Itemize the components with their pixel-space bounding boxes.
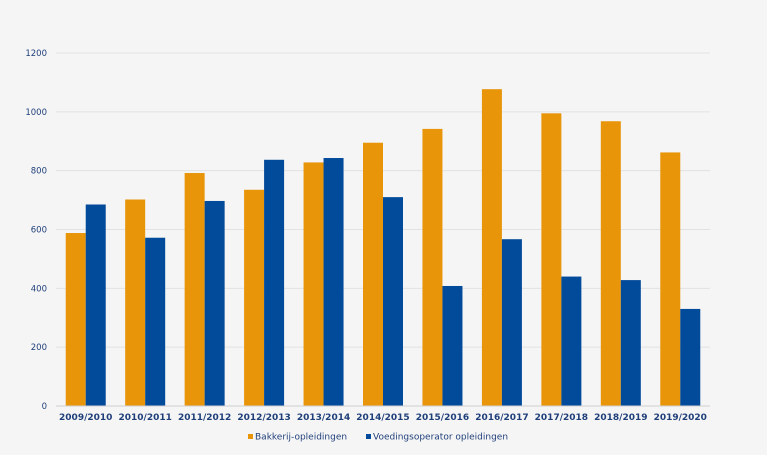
bar-bakkerij <box>125 199 146 406</box>
y-tick-label: 400 <box>31 284 47 294</box>
bar-bakkerij <box>303 162 324 406</box>
x-tick-label: 2012/2013 <box>237 413 290 423</box>
bar-voedingsoperator <box>561 276 582 406</box>
bar-voedingsoperator <box>264 159 285 406</box>
legend-swatch <box>366 434 371 439</box>
y-tick-label: 600 <box>31 226 47 236</box>
legend: Bakkerij-opleidingen Voedingsoperator opl… <box>248 433 508 443</box>
bar-voedingsoperator <box>323 158 344 406</box>
y-tick-label: 0 <box>42 402 47 412</box>
bars <box>65 89 701 407</box>
bar-bakkerij <box>600 121 621 406</box>
bar-bakkerij <box>244 189 265 406</box>
bar-voedingsoperator <box>680 308 701 406</box>
x-tick-label: 2014/2015 <box>356 413 409 423</box>
x-tick-label: 2017/2018 <box>535 413 588 423</box>
bar-voedingsoperator <box>204 200 225 406</box>
x-tick-label: 2015/2016 <box>416 413 469 423</box>
x-axis-ticks: 2009/2010 2010/2011 2011/2012 2012/2013 2013… <box>59 413 707 423</box>
bar-voedingsoperator <box>620 280 641 406</box>
x-tick-label: 2010/2011 <box>118 413 171 423</box>
x-tick-label: 2013/2014 <box>297 413 350 423</box>
x-tick-label: 2019/2020 <box>654 413 707 423</box>
bar-bakkerij <box>184 173 205 406</box>
legend-swatch <box>248 434 253 439</box>
y-tick-label: 200 <box>31 343 47 353</box>
bar-bakkerij <box>660 152 681 406</box>
bar-bakkerij <box>422 128 443 406</box>
bar-bakkerij <box>541 113 562 406</box>
y-tick-label: 800 <box>31 167 47 177</box>
bar-voedingsoperator <box>383 197 403 406</box>
legend-label: Bakkerij-opleidingen <box>255 433 347 443</box>
bar-voedingsoperator <box>501 239 522 406</box>
x-tick-label: 2011/2012 <box>178 413 231 423</box>
x-tick-label: 2016/2017 <box>475 413 528 423</box>
bar-voedingsoperator <box>145 237 166 406</box>
x-tick-label: 2018/2019 <box>594 413 647 423</box>
bar-bakkerij <box>65 233 86 406</box>
y-axis-ticks: 0 200 400 600 800 1000 1200 <box>25 49 47 412</box>
bar-bakkerij <box>363 142 383 407</box>
legend-label: Voedingsoperator opleidingen <box>373 433 508 443</box>
bar-bakkerij <box>481 89 502 407</box>
bar-voedingsoperator <box>85 204 106 406</box>
y-tick-label: 1200 <box>25 49 47 59</box>
bar-voedingsoperator <box>442 285 463 406</box>
y-tick-label: 1000 <box>25 108 47 118</box>
x-tick-label: 2009/2010 <box>59 413 112 423</box>
